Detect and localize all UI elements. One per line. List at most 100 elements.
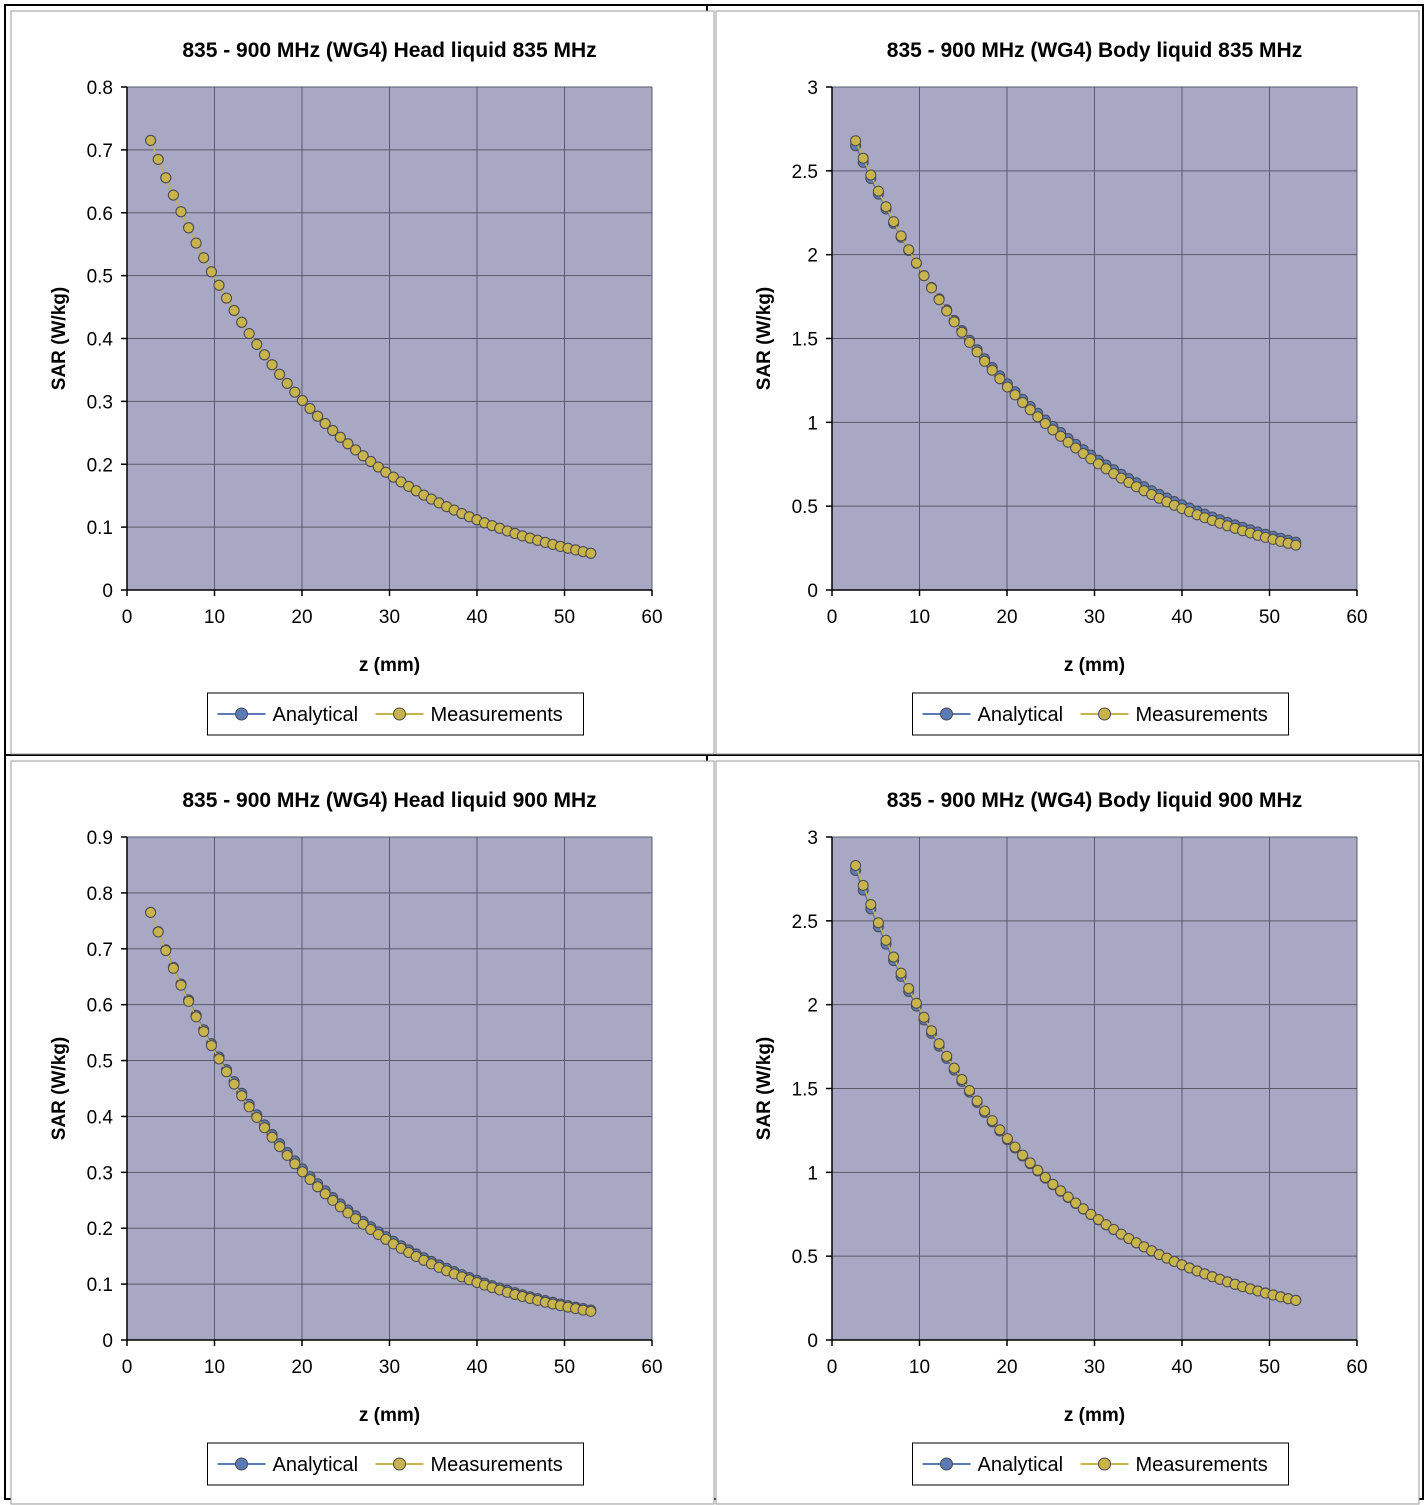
data-point	[350, 444, 362, 456]
data-point	[895, 230, 907, 242]
data-point	[994, 373, 1006, 385]
data-point	[342, 438, 354, 450]
data-point	[221, 1066, 232, 1078]
data-point	[857, 879, 869, 891]
data-point	[888, 951, 900, 963]
data-point	[152, 153, 164, 165]
y-tick-label: 0.5	[87, 1052, 113, 1073]
data-point	[221, 292, 232, 304]
data-point	[365, 1224, 377, 1235]
y-tick-label: 2	[807, 996, 818, 1017]
data-point	[910, 997, 922, 1009]
data-point	[933, 1038, 945, 1050]
chart-title: 835 - 900 MHz (WG4) Body liquid 835 MHz	[887, 39, 1302, 62]
data-point	[213, 279, 225, 291]
data-point	[304, 403, 316, 414]
legend: Analytical Measurements	[912, 1442, 1289, 1486]
data-point	[380, 466, 392, 478]
data-point	[1092, 458, 1104, 470]
data-point	[910, 257, 922, 269]
data-point	[1062, 436, 1074, 448]
legend-label: Analytical	[978, 1454, 1064, 1476]
chart-panel-body-900: 835 - 900 MHz (WG4) Body liquid 900 MHz 0…	[715, 760, 1420, 1505]
x-tick-label: 60	[1346, 607, 1367, 628]
y-tick-label: 0.4	[87, 330, 114, 351]
legend-label: Analytical	[978, 704, 1064, 726]
chart-svg: 835 - 900 MHz (WG4) Head liquid 900 MHz 0…	[10, 760, 715, 1505]
data-point	[190, 237, 202, 249]
data-point	[327, 425, 339, 436]
data-point	[585, 1305, 597, 1317]
data-point	[1070, 1197, 1082, 1209]
data-point	[251, 1112, 263, 1123]
data-point	[266, 1131, 278, 1143]
chart-panel-head-900: 835 - 900 MHz (WG4) Head liquid 900 MHz 0…	[10, 760, 715, 1505]
y-tick-label: 0.6	[87, 996, 113, 1017]
legend-label: Measurements	[1136, 1454, 1268, 1476]
x-axis-label: z (mm)	[1064, 1405, 1125, 1426]
y-tick-label: 3	[807, 828, 818, 849]
legend: Analytical Measurements	[207, 692, 584, 736]
y-tick-label: 0	[102, 581, 113, 602]
data-point	[175, 979, 187, 991]
data-point	[971, 346, 983, 358]
data-point	[160, 172, 172, 184]
data-point	[1047, 1178, 1059, 1190]
x-tick-label: 30	[379, 607, 400, 628]
x-tick-label: 20	[291, 607, 312, 628]
data-point	[312, 410, 324, 422]
data-point	[274, 368, 286, 380]
data-point	[372, 461, 384, 473]
legend-label: Measurements	[431, 1454, 563, 1476]
data-point	[880, 201, 892, 213]
y-tick-label: 1	[807, 413, 818, 434]
data-point	[956, 1074, 968, 1085]
data-point	[1024, 404, 1036, 416]
data-point	[145, 906, 157, 918]
legend-marker	[393, 1457, 406, 1471]
y-tick-label: 0.8	[87, 884, 113, 905]
legend-marker	[235, 1457, 248, 1471]
x-tick-label: 10	[204, 1357, 225, 1378]
x-tick-label: 30	[1084, 607, 1105, 628]
data-point	[167, 189, 179, 201]
data-point	[895, 967, 907, 979]
y-tick-label: 2.5	[792, 912, 818, 933]
data-point	[585, 547, 597, 559]
x-axis-label: z (mm)	[359, 655, 420, 676]
data-point	[175, 206, 187, 218]
x-tick-label: 50	[554, 1357, 575, 1378]
data-point	[986, 1115, 998, 1127]
y-tick-label: 1.5	[792, 330, 818, 351]
y-tick-label: 2	[807, 246, 818, 267]
chart-panel-head-835: 835 - 900 MHz (WG4) Head liquid 835 MHz 0…	[10, 10, 715, 755]
legend-marker	[940, 1457, 953, 1471]
legend-marker	[393, 707, 406, 721]
x-tick-label: 10	[909, 607, 930, 628]
x-tick-label: 30	[379, 1357, 400, 1378]
data-point	[964, 336, 975, 348]
data-point	[1092, 1214, 1104, 1225]
legend-label: Measurements	[431, 704, 563, 726]
data-point	[1017, 397, 1029, 408]
data-point	[971, 1095, 983, 1107]
data-point	[926, 282, 937, 294]
data-point	[865, 899, 877, 910]
data-point	[1032, 411, 1044, 423]
data-point	[926, 1025, 937, 1037]
data-point	[190, 1011, 202, 1023]
x-tick-label: 0	[827, 1357, 838, 1378]
chart-title: 835 - 900 MHz (WG4) Body liquid 900 MHz	[887, 789, 1302, 812]
data-point	[167, 962, 179, 974]
y-tick-label: 0.4	[87, 1107, 114, 1128]
data-point	[948, 316, 960, 328]
x-tick-label: 40	[466, 1357, 487, 1378]
data-point	[850, 860, 862, 871]
data-point	[296, 1166, 308, 1178]
y-tick-label: 0	[807, 581, 818, 602]
legend: Analytical Measurements	[912, 692, 1289, 736]
y-tick-label: 0.2	[87, 1219, 113, 1240]
data-point	[304, 1174, 316, 1185]
x-axis-label: z (mm)	[1064, 655, 1125, 676]
data-point	[1055, 430, 1067, 442]
